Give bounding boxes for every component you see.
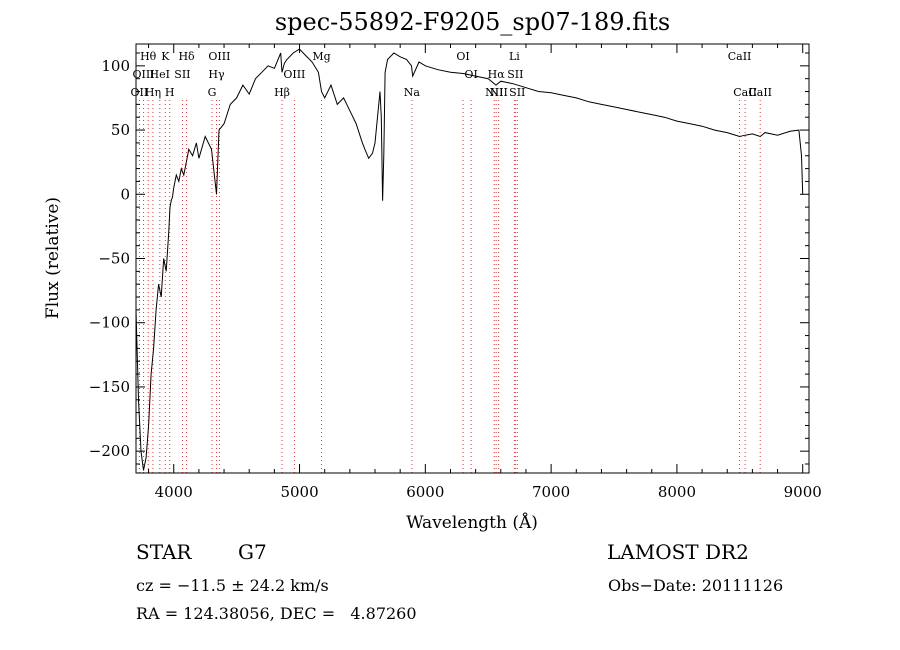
y-axis: −200 −150 −100 −50 0 50 100	[89, 52, 809, 465]
x-axis-label: Wavelength (Å)	[406, 512, 538, 533]
line-labels: OII Hθ OIII Hη HeI K H SII Hδ G Hγ OIII Hβ OIII Mg Na OI…	[131, 50, 772, 99]
y-tick-label: −100	[89, 314, 130, 332]
line-label-22: SII	[507, 68, 523, 81]
line-label-18: NII	[485, 86, 503, 99]
line-label-26: CaII	[748, 86, 772, 99]
plot-frame	[135, 43, 810, 474]
spectral-class: G7	[238, 540, 267, 564]
line-label-16: OI	[456, 50, 469, 63]
y-tick-label: −50	[98, 250, 130, 268]
x-tick-label: 4000	[155, 483, 193, 501]
spectrum-series-line	[135, 48, 804, 471]
line-label-4: HeI	[150, 68, 170, 81]
x-tick-label: 6000	[406, 483, 444, 501]
line-label-1: Hθ	[140, 50, 157, 63]
line-label-11: OIII	[208, 50, 230, 63]
line-label-6: H	[165, 86, 175, 99]
line-label-19: Hα	[488, 68, 506, 81]
line-label-2: OIII	[133, 68, 155, 81]
line-label-9: G	[208, 86, 217, 99]
line-label-10: Hγ	[208, 68, 225, 81]
chart-title: spec-55892-F9205_sp07-189.fits	[274, 8, 671, 36]
line-markers	[138, 100, 761, 473]
x-tick-label: 8000	[658, 483, 696, 501]
line-label-23: SII	[509, 86, 525, 99]
line-label-7: SII	[174, 68, 190, 81]
line-label-12: Hβ	[274, 86, 290, 99]
line-label-5: K	[161, 50, 170, 63]
line-label-8: Hδ	[178, 50, 195, 63]
coordinates-text: RA = 124.38056, DEC = 4.87260	[136, 604, 417, 623]
y-tick-label: 50	[111, 121, 130, 139]
y-tick-label: −200	[89, 442, 130, 460]
redshift-text: cz = −11.5 ± 24.2 km/s	[136, 576, 329, 595]
line-label-24: CaII	[728, 50, 752, 63]
line-label-0: OII	[131, 86, 149, 99]
line-label-25: CaII	[733, 86, 757, 99]
x-tick-label: 7000	[532, 483, 570, 501]
y-tick-label: 100	[101, 57, 130, 75]
x-axis: 4000 5000 6000 7000 8000 9000	[148, 44, 822, 501]
line-label-13: OIII	[283, 68, 305, 81]
line-label-21: Li	[509, 50, 520, 63]
y-tick-label: 0	[120, 185, 130, 203]
y-axis-label: Flux (relative)	[43, 197, 63, 319]
x-tick-label: 5000	[280, 483, 318, 501]
line-label-20: NII	[490, 86, 508, 99]
observation-date: Obs−Date: 20111126	[608, 576, 784, 595]
line-label-3: Hη	[145, 86, 161, 99]
line-label-17: OI	[464, 68, 477, 81]
line-label-14: Mg	[312, 50, 330, 63]
line-label-15: Na	[404, 86, 421, 99]
x-tick-label: 9000	[784, 483, 822, 501]
y-tick-label: −150	[89, 378, 130, 396]
survey-name: LAMOST DR2	[607, 540, 749, 564]
object-type: STAR	[136, 540, 192, 564]
